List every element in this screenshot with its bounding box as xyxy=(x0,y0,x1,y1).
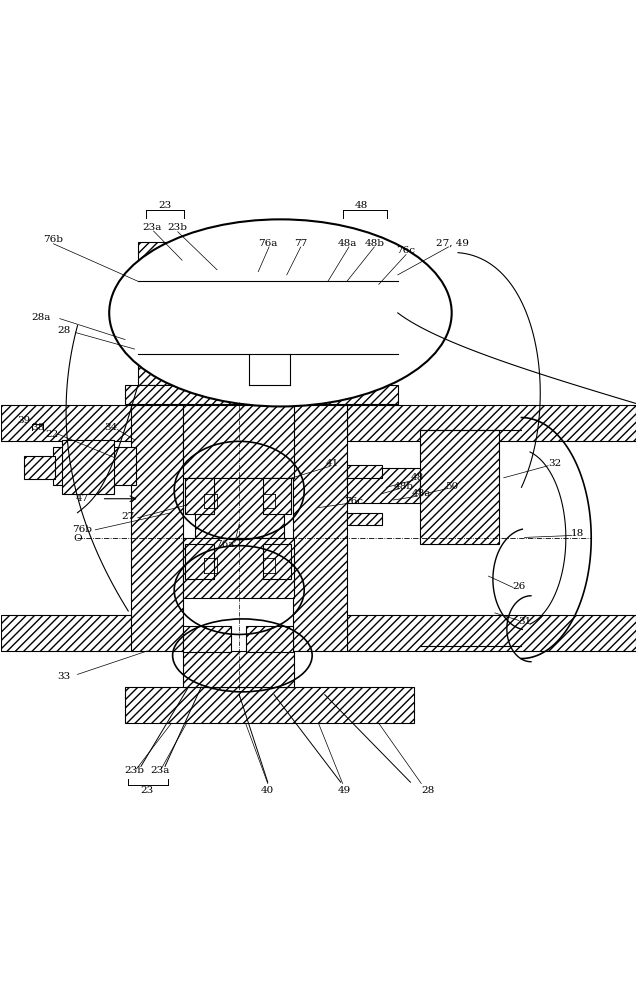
Bar xyxy=(347,405,636,441)
Bar xyxy=(347,468,420,503)
Text: 23b: 23b xyxy=(125,766,145,775)
Bar xyxy=(183,405,294,478)
Text: 48b: 48b xyxy=(394,482,413,491)
Bar xyxy=(62,440,114,494)
Bar xyxy=(1,405,138,441)
Text: 26: 26 xyxy=(512,582,526,591)
Text: 23a: 23a xyxy=(143,223,162,232)
Ellipse shape xyxy=(109,219,452,406)
Text: 77: 77 xyxy=(294,239,308,248)
Bar xyxy=(347,615,636,651)
Text: 22: 22 xyxy=(45,430,59,439)
Bar xyxy=(248,281,290,385)
Bar xyxy=(183,626,231,652)
Text: 23: 23 xyxy=(159,201,171,210)
Text: 38: 38 xyxy=(31,423,44,432)
Bar xyxy=(124,307,140,348)
Bar xyxy=(1,615,138,651)
Text: 76c: 76c xyxy=(396,246,415,255)
Bar xyxy=(131,405,183,651)
Bar xyxy=(138,242,382,281)
Bar xyxy=(185,478,214,514)
Text: 27: 27 xyxy=(122,512,135,521)
Text: 76b: 76b xyxy=(73,525,92,534)
Text: 18: 18 xyxy=(571,529,584,538)
Text: 48: 48 xyxy=(354,201,368,210)
Bar xyxy=(183,651,294,687)
Text: 48b: 48b xyxy=(364,239,384,248)
Bar xyxy=(138,281,248,354)
Text: 23a: 23a xyxy=(150,766,169,775)
Text: 23: 23 xyxy=(141,786,154,795)
Text: 33: 33 xyxy=(57,672,70,681)
Bar xyxy=(262,478,291,514)
Bar xyxy=(195,478,283,538)
Bar xyxy=(347,465,382,478)
Text: 32: 32 xyxy=(548,459,561,468)
Text: 39: 39 xyxy=(17,416,30,425)
Text: 28: 28 xyxy=(421,786,434,795)
Text: 76c: 76c xyxy=(344,497,363,506)
Text: 76a: 76a xyxy=(215,540,234,549)
Text: 34: 34 xyxy=(104,423,117,432)
Text: 76a: 76a xyxy=(258,239,278,248)
Text: 47: 47 xyxy=(76,494,89,503)
Bar xyxy=(125,687,413,723)
Text: 49: 49 xyxy=(337,786,350,795)
Bar xyxy=(347,513,382,525)
Bar xyxy=(125,385,397,404)
Bar xyxy=(138,354,248,385)
Text: 40: 40 xyxy=(261,786,275,795)
Bar xyxy=(262,544,291,579)
Text: 48a: 48a xyxy=(338,239,357,248)
Text: 48: 48 xyxy=(411,473,424,482)
Bar xyxy=(312,294,397,354)
Text: 31: 31 xyxy=(518,617,531,626)
Text: 48a: 48a xyxy=(412,489,431,498)
Bar xyxy=(183,538,294,598)
Text: 23b: 23b xyxy=(168,223,188,232)
Bar xyxy=(293,405,347,651)
Bar xyxy=(420,430,499,544)
Text: 76b: 76b xyxy=(43,235,64,244)
Text: O: O xyxy=(73,534,82,543)
Text: 27, 49: 27, 49 xyxy=(436,239,469,248)
Text: 41: 41 xyxy=(326,459,339,468)
Bar xyxy=(331,354,373,367)
Bar xyxy=(354,284,391,319)
Bar xyxy=(246,626,293,652)
Text: 28: 28 xyxy=(57,326,70,335)
Text: 28a: 28a xyxy=(32,313,51,322)
Bar xyxy=(54,447,136,485)
Bar xyxy=(185,544,214,579)
Text: 50: 50 xyxy=(445,482,458,491)
Bar xyxy=(24,456,55,479)
